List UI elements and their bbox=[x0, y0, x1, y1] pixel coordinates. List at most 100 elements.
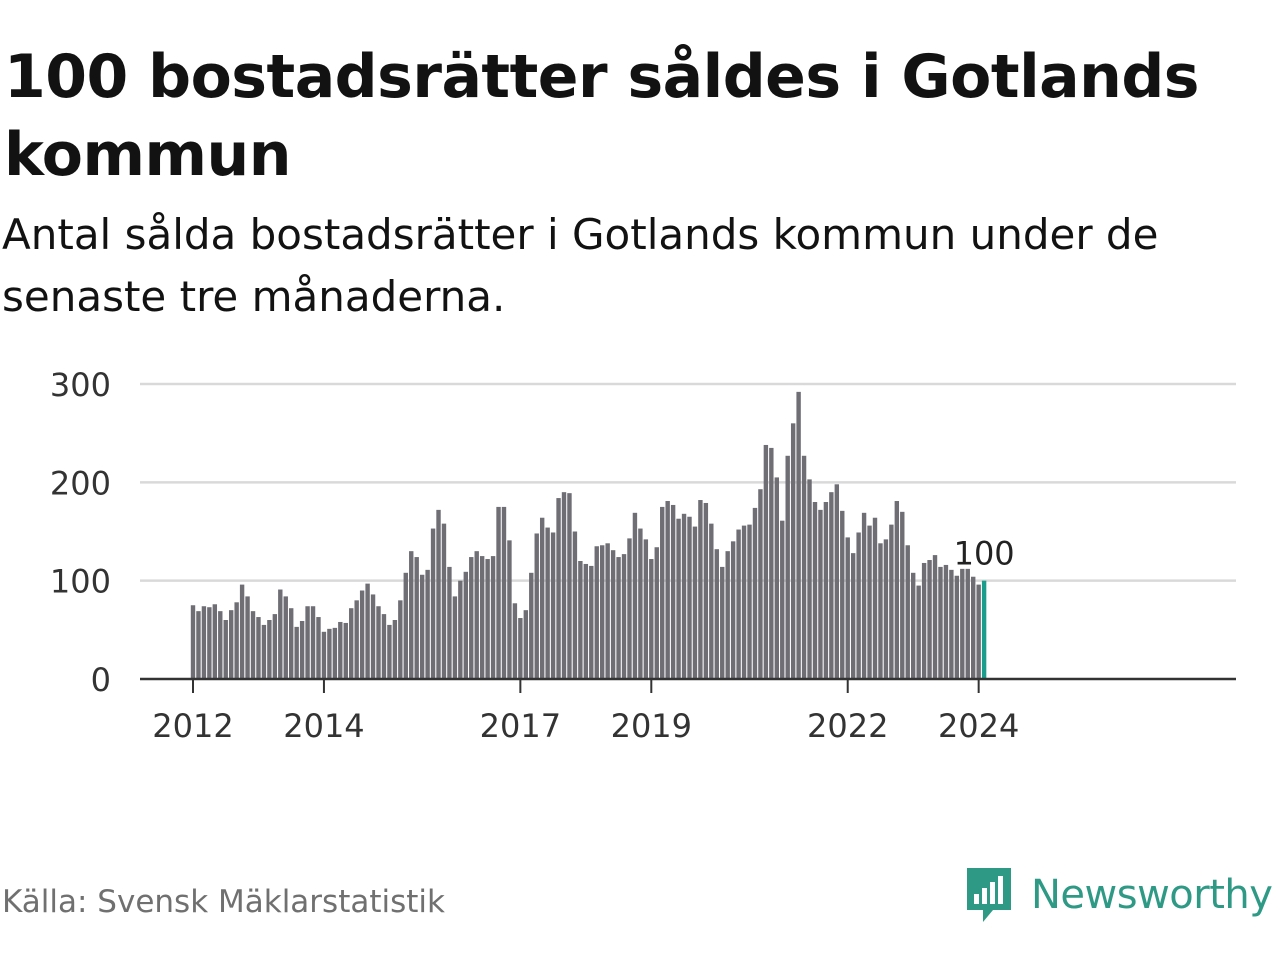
bar bbox=[272, 614, 278, 679]
bar bbox=[692, 526, 698, 679]
bar bbox=[545, 527, 550, 679]
bar bbox=[769, 447, 774, 679]
chart-title: 100 bostadsrätter såldes i Gotlands komm… bbox=[4, 42, 1200, 190]
bar bbox=[332, 627, 338, 679]
bar bbox=[316, 617, 321, 679]
bar bbox=[736, 529, 741, 679]
bar bbox=[834, 484, 840, 679]
bar bbox=[518, 618, 523, 679]
bar bbox=[305, 606, 310, 679]
bar bbox=[643, 539, 649, 679]
bar bbox=[376, 606, 381, 679]
bar bbox=[218, 611, 223, 679]
bar bbox=[201, 606, 207, 679]
bar bbox=[234, 602, 239, 679]
bar bbox=[861, 512, 867, 679]
bar bbox=[845, 537, 850, 679]
bar bbox=[589, 565, 594, 679]
bar bbox=[572, 531, 578, 679]
bar bbox=[910, 572, 916, 679]
bar-chart: 0 100 200 300 100 2012 2014 2017 2019 2022 2024 bbox=[50, 366, 1236, 745]
bar bbox=[452, 596, 458, 679]
bar bbox=[714, 549, 719, 679]
bar bbox=[698, 500, 703, 679]
bar bbox=[228, 610, 234, 679]
bar bbox=[261, 624, 267, 679]
bar bbox=[419, 574, 425, 679]
bar bbox=[627, 538, 632, 679]
x-tick-label: 2017 bbox=[480, 707, 561, 745]
bar bbox=[294, 626, 299, 679]
bar bbox=[338, 621, 343, 679]
bar bbox=[812, 502, 818, 679]
bar bbox=[796, 391, 801, 679]
bar bbox=[829, 492, 834, 679]
bar bbox=[921, 562, 927, 679]
bar bbox=[463, 571, 468, 679]
bar bbox=[441, 523, 447, 679]
bar bbox=[501, 506, 507, 679]
bar bbox=[256, 617, 261, 679]
bar bbox=[801, 455, 807, 679]
bar bbox=[638, 528, 643, 679]
bar bbox=[267, 620, 272, 679]
bar bbox=[354, 600, 359, 679]
bar-latest bbox=[981, 580, 987, 679]
bar bbox=[550, 532, 556, 679]
bar bbox=[856, 532, 861, 679]
bar bbox=[687, 516, 692, 679]
bar bbox=[223, 620, 228, 679]
bar bbox=[327, 628, 332, 679]
bar bbox=[239, 584, 245, 679]
y-tick-label: 300 bbox=[50, 366, 111, 404]
bar bbox=[245, 596, 250, 679]
bar bbox=[872, 517, 878, 679]
chart-subtitle: Antal sålda bostadsrätter i Gotlands kom… bbox=[2, 210, 1159, 321]
bar bbox=[534, 533, 539, 679]
source-note: Källa: Svensk Mäklarstatistik bbox=[2, 884, 445, 920]
bar bbox=[496, 506, 501, 679]
bar bbox=[916, 585, 921, 679]
bars bbox=[190, 391, 987, 679]
bar bbox=[207, 607, 212, 679]
bar bbox=[632, 512, 638, 679]
bar bbox=[250, 611, 256, 679]
bar bbox=[289, 608, 294, 679]
bar bbox=[436, 509, 441, 679]
bar bbox=[600, 545, 605, 679]
bar bbox=[398, 600, 403, 679]
bar bbox=[878, 543, 883, 679]
brand-name: Newsworthy bbox=[1031, 872, 1273, 918]
bar bbox=[414, 557, 419, 679]
bar bbox=[610, 550, 616, 679]
bar bbox=[529, 572, 534, 679]
bar bbox=[539, 517, 545, 679]
bar bbox=[425, 569, 430, 679]
bar bbox=[780, 520, 785, 679]
bar bbox=[927, 560, 932, 679]
bar bbox=[790, 423, 796, 679]
bar bbox=[785, 455, 790, 679]
bar bbox=[905, 545, 910, 679]
bar bbox=[883, 539, 889, 679]
bar bbox=[567, 493, 572, 679]
x-tick-label: 2012 bbox=[152, 707, 233, 745]
bar bbox=[556, 498, 561, 679]
bar bbox=[490, 556, 496, 679]
x-tick-label: 2019 bbox=[611, 707, 692, 745]
y-tick-label: 0 bbox=[91, 661, 111, 699]
bar bbox=[616, 557, 621, 679]
bar bbox=[479, 556, 485, 679]
bar bbox=[392, 620, 398, 679]
bar bbox=[971, 576, 976, 679]
bar bbox=[730, 541, 736, 679]
brand-logo[interactable]: Newsworthy bbox=[963, 862, 1273, 928]
bar bbox=[703, 502, 709, 679]
bar bbox=[605, 543, 610, 679]
bar bbox=[365, 583, 370, 679]
bar bbox=[212, 604, 218, 679]
bar bbox=[840, 510, 845, 679]
bar bbox=[747, 524, 752, 679]
bar bbox=[670, 504, 676, 679]
bar bbox=[720, 566, 725, 679]
